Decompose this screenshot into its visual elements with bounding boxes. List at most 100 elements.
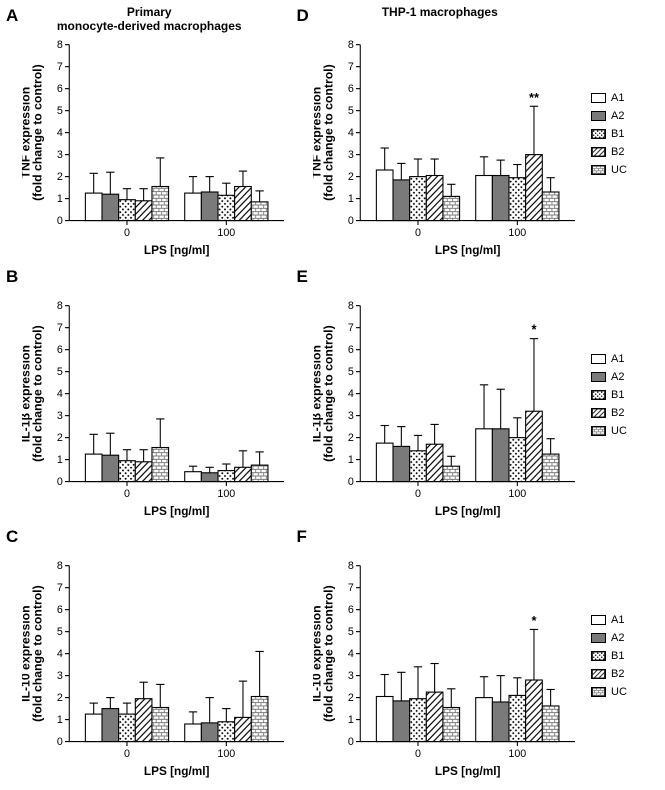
bar-UC <box>442 708 459 742</box>
bar-B1 <box>509 696 526 742</box>
xtick-label: 0 <box>124 227 130 239</box>
legend-label: A2 <box>611 110 624 122</box>
ytick-label: 7 <box>347 582 353 594</box>
chart-svg: 0123456780100 TNF expression(fold change… <box>22 38 291 261</box>
ytick-label: 5 <box>57 365 63 377</box>
bar-A2 <box>393 446 410 481</box>
panel-D: D THP-1 macrophages ** 0123456780100 TNF… <box>295 4 586 265</box>
sig-marker: * <box>531 322 537 337</box>
xtick-label: 100 <box>217 227 235 239</box>
bar-B2 <box>426 692 443 741</box>
ytick-label: 1 <box>57 453 63 465</box>
ytick-label: 8 <box>57 39 63 51</box>
legend-item-UC: UC <box>591 425 665 437</box>
bar-A1 <box>85 193 102 220</box>
chart-svg: * 0123456780100 IL-1β expression(fold ch… <box>313 299 582 522</box>
legend-item-UC: UC <box>591 686 665 698</box>
y-axis-label: IL-10 expression(fold change to control) <box>22 586 44 723</box>
bar-B1 <box>119 714 136 741</box>
bar-B1 <box>218 195 235 220</box>
panel-letter: B <box>6 267 18 287</box>
bar-B2 <box>135 201 152 221</box>
ytick-label: 5 <box>347 626 353 638</box>
legend-item-B1: B1 <box>591 389 665 401</box>
chart-wrap: * 0123456780100 IL-10 expression(fold ch… <box>313 559 582 782</box>
ytick-label: 0 <box>347 215 353 227</box>
panel-C: C 0123456780100 IL-10 expression(fold ch… <box>4 525 295 786</box>
ytick-label: 6 <box>57 83 63 95</box>
bar-A2 <box>393 180 410 221</box>
bar-B1 <box>119 200 136 221</box>
panel-E: E * 0123456780100 IL-1β expression(fold … <box>295 265 586 526</box>
ytick-label: 6 <box>57 604 63 616</box>
panel-letter: F <box>297 527 307 547</box>
ytick-label: 5 <box>347 365 353 377</box>
bar-A2 <box>102 455 119 481</box>
x-axis-label: LPS [ng/ml] <box>144 243 210 257</box>
x-axis-label: LPS [ng/ml] <box>144 764 210 778</box>
bar-UC <box>251 202 268 221</box>
ytick-label: 7 <box>347 61 353 73</box>
ytick-label: 8 <box>57 560 63 572</box>
legend-item-A2: A2 <box>591 632 665 644</box>
ytick-label: 0 <box>57 475 63 487</box>
x-axis-label: LPS [ng/ml] <box>434 243 500 257</box>
legend-label: B1 <box>611 128 624 140</box>
legend-label: UC <box>611 164 627 176</box>
legend-label: B1 <box>611 389 624 401</box>
bar-B2 <box>525 155 542 221</box>
bar-B2 <box>525 411 542 481</box>
ytick-label: 6 <box>57 343 63 355</box>
y-axis-label: IL-10 expression(fold change to control) <box>313 586 335 723</box>
y-axis-label: IL-1β expression(fold change to control) <box>313 325 335 462</box>
ytick-label: 4 <box>347 648 353 660</box>
bar-UC <box>251 465 268 481</box>
xtick-label: 100 <box>217 748 235 760</box>
xtick-label: 100 <box>508 488 526 500</box>
bar-A2 <box>201 723 218 742</box>
bar-B1 <box>409 177 426 221</box>
bar-A1 <box>475 176 492 221</box>
bar-UC <box>542 454 559 481</box>
ytick-label: 4 <box>347 387 353 399</box>
legend-label: UC <box>611 686 627 698</box>
legend-item-B2: B2 <box>591 668 665 680</box>
legend-label: A1 <box>611 353 624 365</box>
x-axis-label: LPS [ng/ml] <box>434 503 500 517</box>
ytick-label: 6 <box>347 343 353 355</box>
bar-UC <box>152 447 169 481</box>
x-axis-label: LPS [ng/ml] <box>434 764 500 778</box>
ytick-label: 2 <box>347 171 353 183</box>
ytick-label: 6 <box>347 83 353 95</box>
panel-B: B 0123456780100 IL-1β expression(fold ch… <box>4 265 295 526</box>
chart-svg: 0123456780100 IL-1β expression(fold chan… <box>22 299 291 522</box>
ytick-label: 1 <box>57 193 63 205</box>
ytick-label: 8 <box>57 300 63 312</box>
ytick-label: 2 <box>347 431 353 443</box>
bar-A1 <box>376 170 393 221</box>
xtick-label: 100 <box>217 488 235 500</box>
ytick-label: 4 <box>57 648 63 660</box>
bar-B1 <box>409 450 426 481</box>
bar-A2 <box>492 702 509 742</box>
ytick-label: 2 <box>57 692 63 704</box>
bar-B1 <box>218 722 235 742</box>
bar-B1 <box>509 178 526 221</box>
bar-A2 <box>492 428 509 481</box>
legend-item-UC: UC <box>591 164 665 176</box>
chart-wrap: 0123456780100 IL-10 expression(fold chan… <box>22 559 291 782</box>
xtick-label: 0 <box>414 748 420 760</box>
ytick-label: 8 <box>347 560 353 572</box>
chart-wrap: 0123456780100 IL-1β expression(fold chan… <box>22 299 291 522</box>
ytick-label: 7 <box>57 61 63 73</box>
legend-label: A1 <box>611 614 624 626</box>
bar-B2 <box>525 680 542 742</box>
legend-label: B1 <box>611 650 624 662</box>
figure-grid: A Primarymonocyte-derived macrophages 01… <box>0 0 665 790</box>
ytick-label: 5 <box>57 105 63 117</box>
xtick-label: 0 <box>414 227 420 239</box>
bar-A1 <box>85 714 102 741</box>
legend-label: A1 <box>611 92 624 104</box>
xtick-label: 0 <box>414 488 420 500</box>
bar-A1 <box>185 471 202 481</box>
